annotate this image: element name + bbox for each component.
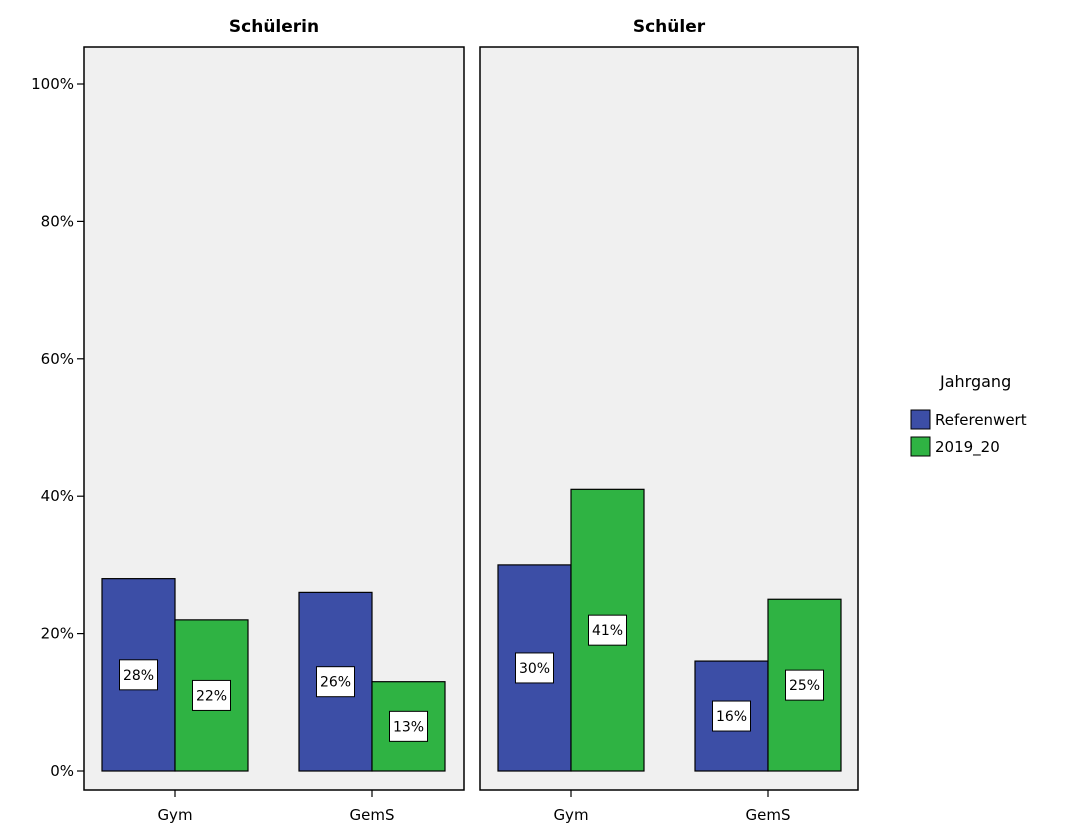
legend-label: 2019_20 [935,438,1000,457]
panel-1: Schülerin Gym 28% 22% GemS 26% 13% [83,17,465,824]
y-tick-label: 20% [41,625,74,643]
x-tick-label: GemS [350,806,395,824]
panel-title: Schülerin [229,17,319,37]
panels: Schülerin Gym 28% 22% GemS 26% 13% Schüler Gym 30… [83,17,859,824]
legend-label: Referenwert [935,411,1027,429]
data-label: 25% [789,678,820,694]
data-label-box [712,700,751,732]
data-label: 30% [519,661,550,677]
legend-swatch [910,409,931,430]
legend: Jahrgang Referenwert 2019_20 [910,372,1027,457]
y-tick-label: 60% [41,350,74,368]
y-tick-label: 100% [31,75,74,93]
data-label: 26% [320,675,351,691]
data-label: 13% [393,719,424,735]
data-label-box [588,614,627,646]
panel-2: Schüler Gym 30% 41% GemS 16% 25% [479,17,859,824]
data-label: 22% [196,688,227,704]
x-tick-label: GemS [746,806,791,824]
data-label-box [316,666,355,698]
x-tick-label: Gym [553,806,588,824]
y-axis: 0% 20% 40% 60% 80% 100% [31,75,84,780]
y-tick-label: 40% [41,487,74,505]
data-label: 28% [123,668,154,684]
y-tick-label: 0% [50,762,74,780]
data-label-box [192,679,231,711]
data-label: 41% [592,623,623,639]
data-label-box [119,659,158,691]
data-label-box [515,652,554,684]
x-tick-label: Gym [157,806,192,824]
legend-swatch [910,436,931,457]
legend-title: Jahrgang [939,372,1011,391]
y-tick-label: 80% [41,212,74,230]
data-label: 16% [716,709,747,725]
data-label-box [389,710,428,742]
data-label-box [785,669,824,701]
panel-title: Schüler [633,17,706,37]
